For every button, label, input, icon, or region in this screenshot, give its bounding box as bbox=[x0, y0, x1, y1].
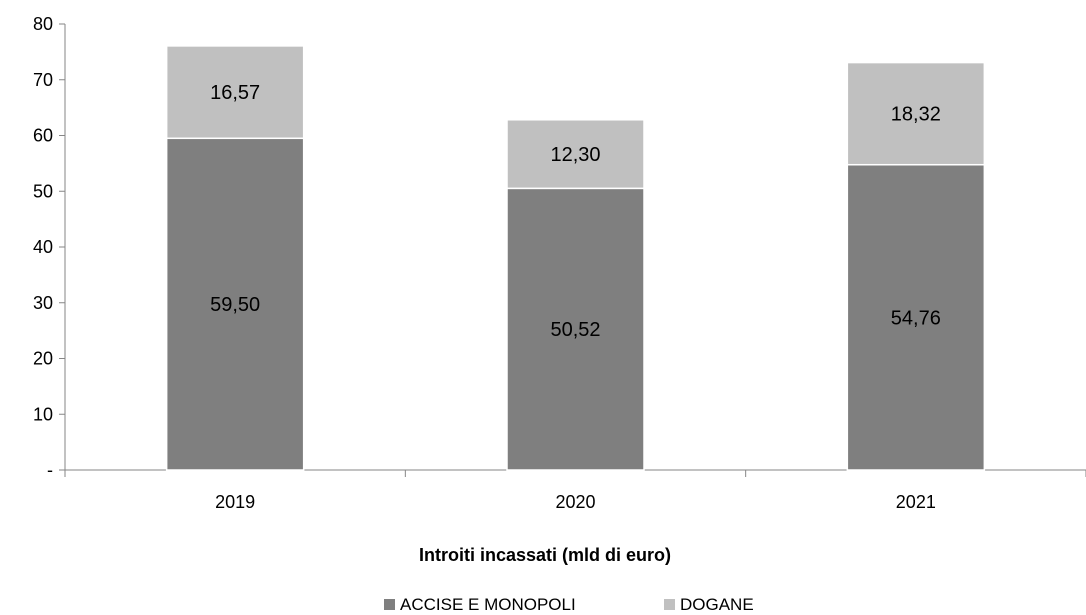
bar-dogane-2019 bbox=[165, 45, 305, 140]
bar-accise-2020 bbox=[506, 187, 645, 471]
data-label: 12,30 bbox=[550, 144, 600, 166]
legend-swatch bbox=[384, 599, 395, 610]
axes: - 10 20 30 40 50 60 70 80 2019 2020 2021 bbox=[33, 14, 1086, 512]
bars bbox=[165, 45, 986, 471]
legend: ACCISE E MONOPOLI DOGANE bbox=[384, 595, 754, 614]
data-label: 50,52 bbox=[550, 319, 600, 341]
legend-swatch bbox=[664, 599, 675, 610]
bar-accise-2021 bbox=[846, 163, 986, 471]
legend-label: DOGANE bbox=[680, 595, 754, 614]
bar-accise-2019 bbox=[165, 137, 305, 471]
data-label: 16,57 bbox=[210, 82, 260, 104]
legend-label: ACCISE E MONOPOLI bbox=[400, 595, 576, 614]
x-tick-label: 2020 bbox=[555, 492, 595, 512]
bar-dogane-2021 bbox=[846, 61, 986, 166]
y-tick-label: 10 bbox=[33, 404, 53, 424]
y-tick-label: 40 bbox=[33, 237, 53, 257]
y-tick-label: - bbox=[47, 460, 53, 480]
y-tick-label: 20 bbox=[33, 349, 53, 369]
bar-dogane-2020 bbox=[506, 119, 645, 190]
data-label: 18,32 bbox=[891, 104, 941, 126]
x-axis-title: Introiti incassati (mld di euro) bbox=[419, 545, 671, 565]
data-labels: 59,50 16,57 50,52 12,30 54,76 18,32 bbox=[210, 82, 941, 341]
y-tick-label: 60 bbox=[33, 126, 53, 146]
y-tick-label: 70 bbox=[33, 70, 53, 90]
x-tick-label: 2021 bbox=[896, 492, 936, 512]
y-tick-label: 30 bbox=[33, 293, 53, 313]
data-label: 59,50 bbox=[210, 294, 260, 316]
y-tick-label: 80 bbox=[33, 14, 53, 34]
x-tick-label: 2019 bbox=[215, 492, 255, 512]
data-label: 54,76 bbox=[891, 307, 941, 329]
y-tick-label: 50 bbox=[33, 181, 53, 201]
